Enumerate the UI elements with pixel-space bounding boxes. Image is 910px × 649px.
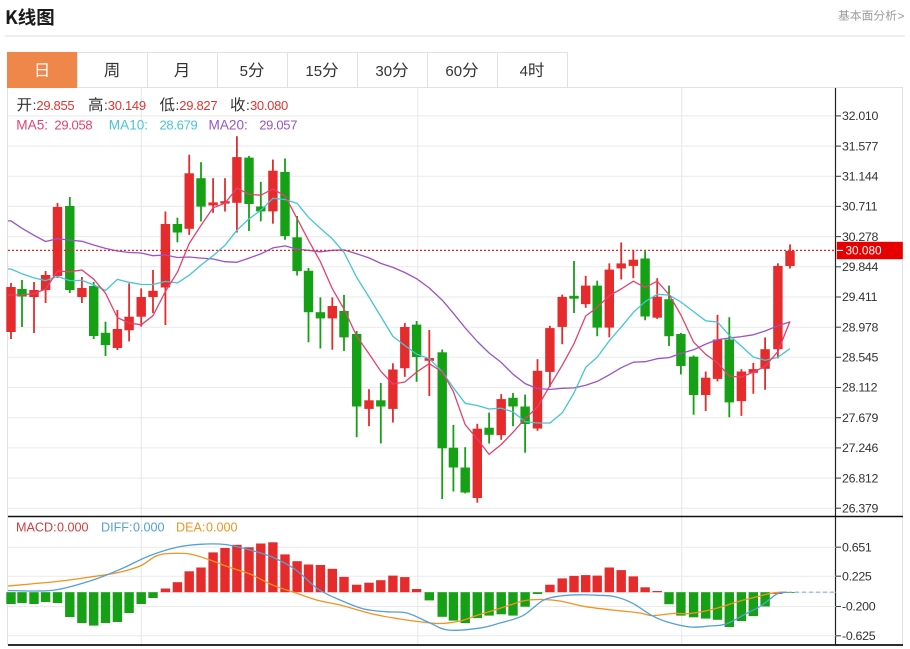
svg-text:31.144: 31.144 [842, 170, 879, 184]
svg-text:27.679: 27.679 [842, 411, 879, 425]
svg-text:0.225: 0.225 [842, 569, 872, 583]
svg-text:60: 60 [445, 63, 462, 80]
svg-text:30.149: 30.149 [108, 98, 146, 113]
svg-text:DEA:: DEA: [176, 521, 205, 535]
svg-text:29.844: 29.844 [842, 260, 879, 274]
svg-text::: : [176, 98, 180, 113]
svg-text::: : [246, 98, 250, 113]
svg-text:4: 4 [520, 63, 528, 80]
svg-text:28.679: 28.679 [160, 118, 198, 133]
svg-text:MA5:: MA5: [16, 118, 48, 133]
svg-text:29.855: 29.855 [36, 98, 74, 113]
svg-text:26.379: 26.379 [842, 501, 879, 515]
svg-text:MACD:: MACD: [16, 521, 57, 535]
svg-text:30: 30 [375, 63, 392, 80]
svg-text:28.978: 28.978 [842, 320, 879, 334]
svg-text:-0.200: -0.200 [842, 600, 876, 614]
svg-text::: : [33, 98, 37, 113]
svg-text:>: > [898, 9, 905, 23]
svg-text:29.057: 29.057 [259, 118, 297, 133]
svg-text:30.278: 30.278 [842, 230, 879, 244]
svg-text:28.112: 28.112 [842, 381, 878, 395]
svg-text:29.827: 29.827 [179, 98, 217, 113]
svg-text:-0.625: -0.625 [842, 629, 876, 643]
svg-text:31.577: 31.577 [842, 139, 879, 153]
svg-text:27.246: 27.246 [842, 441, 879, 455]
svg-text:30.711: 30.711 [842, 200, 878, 214]
svg-text::: : [104, 98, 108, 113]
svg-text:0.651: 0.651 [842, 540, 872, 554]
svg-text:0.000: 0.000 [57, 521, 89, 535]
svg-text:29.411: 29.411 [842, 290, 878, 304]
svg-text:28.545: 28.545 [842, 351, 879, 365]
svg-text:29.058: 29.058 [54, 118, 92, 133]
svg-text:30.080: 30.080 [250, 98, 288, 113]
svg-text:0.000: 0.000 [206, 521, 238, 535]
svg-text:0.000: 0.000 [133, 521, 165, 535]
svg-text:5: 5 [240, 63, 248, 80]
svg-text:26.812: 26.812 [842, 471, 879, 485]
svg-text:MA10:: MA10: [109, 118, 148, 133]
svg-text:32.010: 32.010 [842, 109, 879, 123]
svg-text:DIFF:: DIFF: [101, 521, 132, 535]
svg-text:MA20:: MA20: [209, 118, 248, 133]
svg-text:15: 15 [305, 63, 322, 80]
svg-text:30.080: 30.080 [846, 244, 883, 258]
